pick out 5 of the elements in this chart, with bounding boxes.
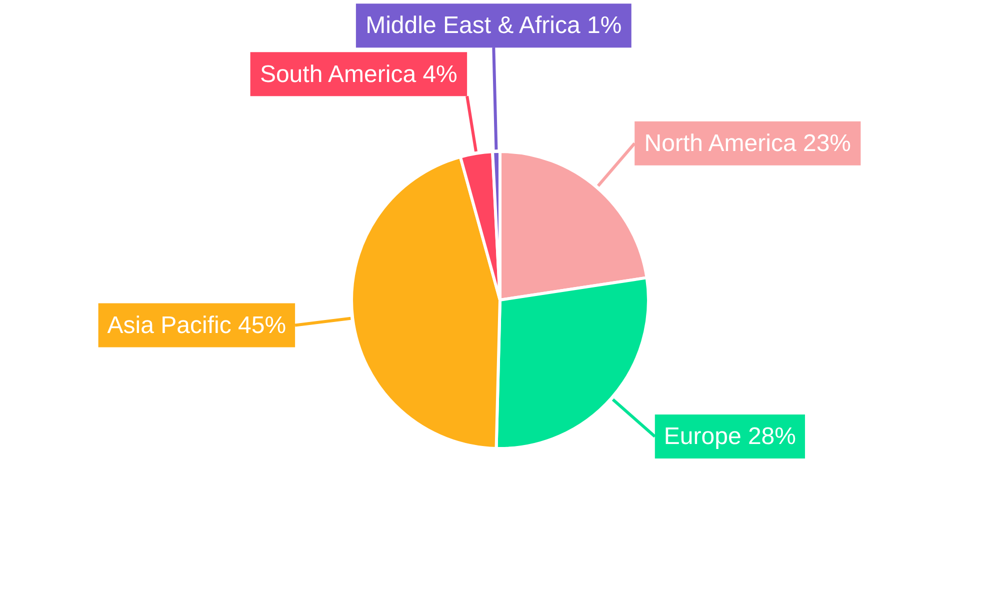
slice-label: South America 4% (260, 60, 458, 88)
slice-label: Europe 28% (664, 423, 796, 450)
slice-label: North America 23% (644, 130, 852, 158)
slice-label: Middle East & Africa 1% (366, 12, 622, 40)
slice-label: Asia Pacific 45% (107, 312, 286, 339)
